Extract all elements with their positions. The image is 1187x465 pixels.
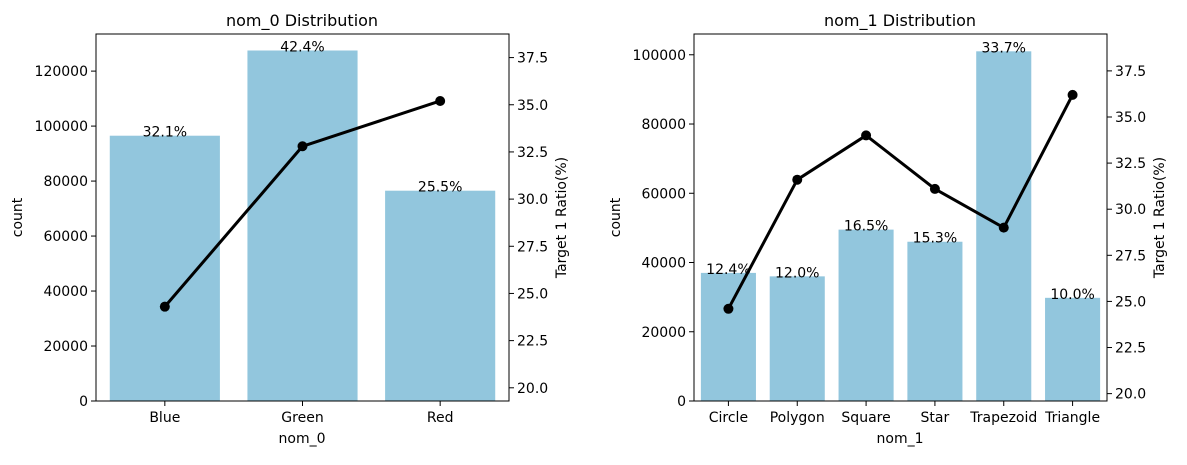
bar-star: [907, 241, 963, 401]
ratio-point-star: [929, 183, 940, 194]
bar-percent-label: 15.3%: [913, 231, 957, 247]
x-tick-label: Red: [427, 410, 454, 426]
y-right-tick-label: 27.5: [1115, 248, 1146, 264]
y-tick-label: 100000: [35, 119, 88, 135]
y-tick-label: 60000: [641, 186, 686, 202]
ratio-point-blue: [159, 301, 170, 312]
chart-nom0: 32.1% 42.4% 25.5% 0 20000 40000 60000 80000 1000…: [10, 11, 570, 447]
bar-polygon: [769, 276, 825, 401]
bar-percent-label: 10.0%: [1050, 287, 1094, 303]
x-tick-label: Trapezoid: [969, 410, 1037, 426]
bar-percent-label: 33.7%: [982, 40, 1026, 56]
y-right-tick-label: 35.0: [517, 98, 548, 114]
x-tick-label: Star: [921, 410, 950, 426]
y-right-tick-label: 32.5: [1115, 156, 1146, 172]
x-axis-label: nom_1: [877, 431, 924, 447]
y-axis-label: count: [608, 197, 624, 237]
ratio-point-triangle: [1067, 89, 1078, 100]
ratio-point-red: [435, 95, 446, 106]
y-axis-label: count: [10, 197, 26, 237]
y-right-tick-label: 30.0: [1115, 202, 1146, 218]
y-tick-label: 80000: [641, 117, 686, 133]
y-right-tick-label: 22.5: [1115, 341, 1146, 357]
y-right-tick-label: 20.0: [1115, 387, 1146, 403]
x-tick-label: Circle: [709, 410, 748, 426]
y-right-tick-label: 20.0: [517, 381, 548, 397]
x-tick-label: Blue: [149, 410, 180, 426]
y-right-tick-label: 30.0: [517, 192, 548, 208]
x-tick-label: Square: [841, 410, 890, 426]
ratio-point-square: [861, 130, 872, 141]
y-right-axis-label: Target 1 Ratio(%): [1152, 157, 1168, 279]
bar-percent-label: 12.0%: [775, 265, 819, 281]
bar-percent-label: 32.1%: [143, 125, 187, 141]
bar-red: [385, 190, 496, 401]
x-tick-label: Triangle: [1044, 410, 1100, 426]
y-right-tick-label: 37.5: [1115, 64, 1146, 80]
chart-title: nom_1 Distribution: [824, 11, 976, 31]
y-tick-label: 100000: [633, 48, 686, 64]
y-tick-label: 0: [677, 394, 686, 410]
chart-nom1: 12.4% 12.0% 16.5% 15.3% 33.7% 10.0% 0 20000 4000…: [608, 11, 1168, 447]
ratio-point-green: [297, 141, 308, 152]
ratio-line: [727, 94, 1074, 310]
y-tick-label: 20000: [641, 325, 686, 341]
x-tick-label: Polygon: [770, 410, 825, 426]
bar-blue: [109, 135, 220, 401]
y-right-tick-label: 27.5: [517, 239, 548, 255]
y-tick-label: 120000: [35, 64, 88, 80]
bar-square: [838, 229, 894, 401]
ratio-point-polygon: [792, 174, 803, 185]
y-right-tick-label: 35.0: [1115, 110, 1146, 126]
y-tick-label: 40000: [43, 284, 88, 300]
y-tick-label: 60000: [43, 229, 88, 245]
bar-percent-label: 12.4%: [706, 262, 750, 278]
bar-percent-label: 16.5%: [844, 219, 888, 235]
x-tick-label: Green: [281, 410, 323, 426]
y-tick-label: 0: [79, 394, 88, 410]
bar-circle: [700, 272, 756, 401]
y-right-tick-label: 25.0: [1115, 294, 1146, 310]
x-axis-label: nom_0: [279, 431, 326, 447]
bar-green: [247, 50, 358, 401]
chart-title: nom_0 Distribution: [226, 11, 378, 31]
y-right-tick-label: 22.5: [517, 334, 548, 350]
bar-percent-label: 25.5%: [418, 180, 462, 196]
y-right-tick-label: 32.5: [517, 145, 548, 161]
bar-triangle: [1045, 297, 1101, 401]
ratio-point-trapezoid: [998, 222, 1009, 233]
y-right-tick-label: 25.0: [517, 286, 548, 302]
y-right-tick-label: 37.5: [517, 51, 548, 67]
y-tick-label: 40000: [641, 256, 686, 272]
bar-percent-label: 42.4%: [280, 39, 324, 55]
y-right-axis-label: Target 1 Ratio(%): [554, 157, 570, 279]
y-tick-label: 80000: [43, 174, 88, 190]
y-tick-label: 20000: [43, 339, 88, 355]
plot-frame: [693, 33, 1108, 402]
ratio-point-circle: [723, 303, 734, 314]
